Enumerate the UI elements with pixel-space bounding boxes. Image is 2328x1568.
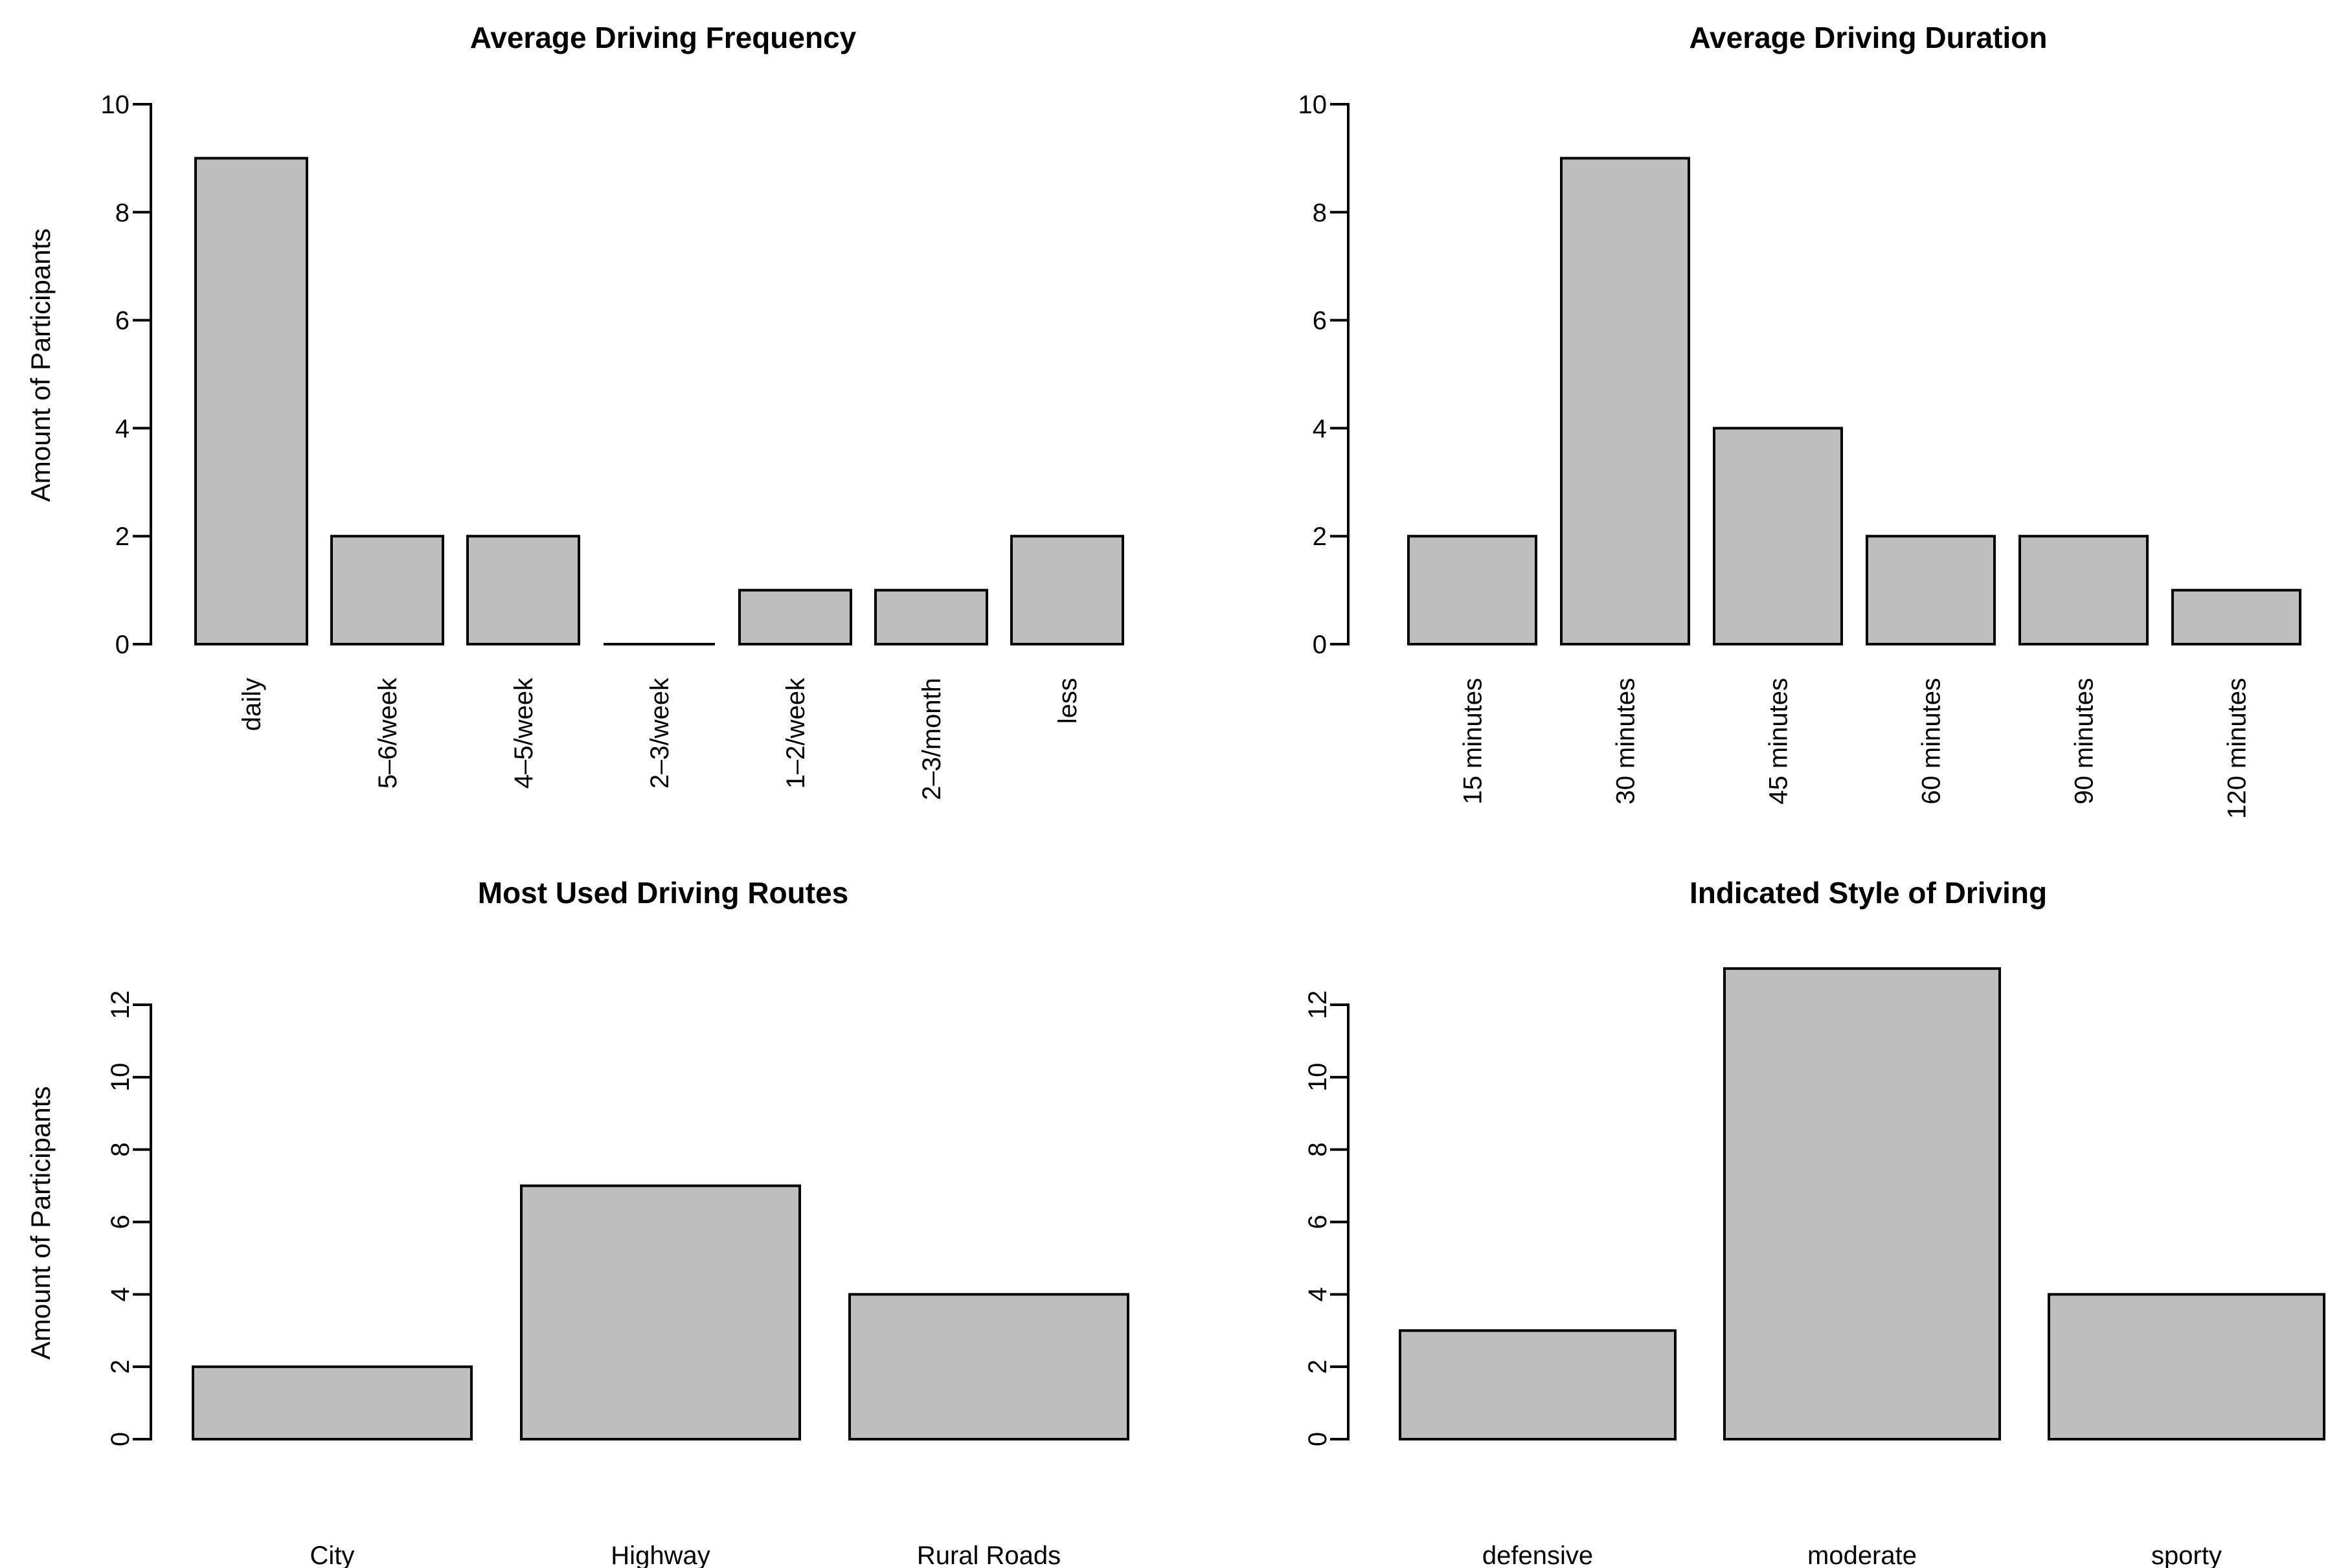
bar-15-minutes <box>1407 535 1537 646</box>
bar-120-minutes <box>2171 588 2301 645</box>
bar-60-minutes <box>1866 535 1996 646</box>
bar-highway <box>520 1184 801 1440</box>
y-tick-label: 10 <box>106 1063 135 1092</box>
y-tick-label: 2 <box>1313 522 1327 551</box>
bar-moderate <box>1723 967 2001 1441</box>
y-tick-label: 6 <box>115 307 130 335</box>
bar-45-minutes <box>1713 427 1843 646</box>
y-tick-label: 4 <box>1304 1287 1332 1301</box>
x-tick-label-sporty: sporty <box>2151 1541 2222 1568</box>
chart-panel-indicated-style-of-driving: Indicated Style of Driving 0 2 4 6 8 10 12 defe… <box>1164 784 2327 1568</box>
plot-average-driving-duration: 0 2 4 6 8 10 15 minutes 30 minutes 45 minutes 60 … <box>1298 91 2301 819</box>
y-tick-label: 0 <box>1313 631 1327 659</box>
y-tick-label: 4 <box>106 1287 135 1301</box>
x-tick-label-120-minutes: 120 minutes <box>2223 678 2252 819</box>
x-tick-label-highway: Highway <box>611 1541 710 1568</box>
bar-defensive <box>1399 1329 1677 1440</box>
y-tick-label: 8 <box>1313 199 1327 227</box>
y-tick-label: 2 <box>106 1360 135 1374</box>
x-tick-label-rural-roads: Rural Roads <box>917 1541 1061 1568</box>
y-tick-label: 4 <box>1313 414 1327 443</box>
bar-sporty <box>2048 1293 2325 1440</box>
x-tick-label-15-minutes: 15 minutes <box>1459 678 1487 805</box>
x-tick-label-45-minutes: 45 minutes <box>1765 678 1793 805</box>
y-tick-label: 12 <box>1304 991 1332 1020</box>
x-tick-label-4-5-week: 4–5/week <box>510 677 538 789</box>
x-tick-label-2-3-month: 2–3/month <box>918 678 946 800</box>
y-tick-label: 6 <box>1313 307 1327 335</box>
y-tick-label: 0 <box>115 631 130 659</box>
bar-4-5-week <box>466 535 580 646</box>
chart-title: Most Used Driving Routes <box>477 876 849 910</box>
x-tick-label-daily: daily <box>238 678 266 731</box>
x-tick-label-moderate: moderate <box>1807 1541 1917 1568</box>
y-tick-label: 8 <box>106 1143 135 1157</box>
bar-2-3-month <box>874 588 988 645</box>
y-tick-label: 0 <box>1304 1432 1332 1446</box>
bar-less <box>1010 535 1124 646</box>
bar-90-minutes <box>2018 535 2149 646</box>
bar-5-6-week <box>330 535 444 646</box>
y-tick-label: 4 <box>115 414 130 443</box>
bar-city <box>192 1365 473 1441</box>
y-tick-label: 2 <box>115 522 130 551</box>
x-tick-label-defensive: defensive <box>1482 1541 1593 1568</box>
y-tick-label: 0 <box>106 1432 135 1446</box>
bar-rural-roads <box>848 1293 1129 1440</box>
y-tick-label: 6 <box>106 1215 135 1229</box>
chart-title: Average Driving Duration <box>1689 21 2048 54</box>
bar-1-2-week <box>738 588 852 645</box>
y-tick-label: 10 <box>1304 1063 1332 1092</box>
bar-daily <box>194 157 308 645</box>
chart-title: Average Driving Frequency <box>469 21 857 54</box>
y-tick-label: 8 <box>115 199 130 227</box>
chart-panel-most-used-driving-routes: Most Used Driving Routes Amount of Parti… <box>0 784 1164 1568</box>
x-tick-label-5-6-week: 5–6/week <box>374 677 402 789</box>
plot-most-used-driving-routes: 0 2 4 6 8 10 12 City Highway Rural Roads <box>106 991 1129 1568</box>
x-tick-label-60-minutes: 60 minutes <box>1917 678 1946 805</box>
x-tick-label-30-minutes: 30 minutes <box>1612 678 1640 805</box>
x-tick-label-1-2-week: 1–2/week <box>782 677 810 789</box>
x-tick-label-less: less <box>1054 678 1082 724</box>
y-tick-label: 10 <box>1298 91 1328 119</box>
plot-indicated-style-of-driving: 0 2 4 6 8 10 12 defensive moderate sporty <box>1304 967 2325 1568</box>
chart-panel-average-driving-duration: Average Driving Duration 0 2 4 6 8 10 15 minut… <box>1164 0 2327 819</box>
y-tick-label: 2 <box>1304 1360 1332 1374</box>
plot-average-driving-frequency: 0 2 4 6 8 10 daily 5–6/week 4–5/week 2–3/week 1–2/… <box>101 91 1124 800</box>
y-tick-label: 6 <box>1304 1215 1332 1229</box>
x-tick-label-90-minutes: 90 minutes <box>2070 678 2099 805</box>
y-tick-label: 10 <box>101 91 130 119</box>
y-tick-label: 8 <box>1304 1143 1332 1157</box>
y-tick-label: 12 <box>106 991 135 1020</box>
x-tick-label-city: City <box>310 1541 355 1568</box>
chart-panel-average-driving-frequency: Average Driving Frequency Amount of Part… <box>0 0 1164 800</box>
x-tick-label-2-3-week: 2–3/week <box>646 677 674 789</box>
bar-30-minutes <box>1560 157 1690 645</box>
chart-title: Indicated Style of Driving <box>1689 876 2048 910</box>
